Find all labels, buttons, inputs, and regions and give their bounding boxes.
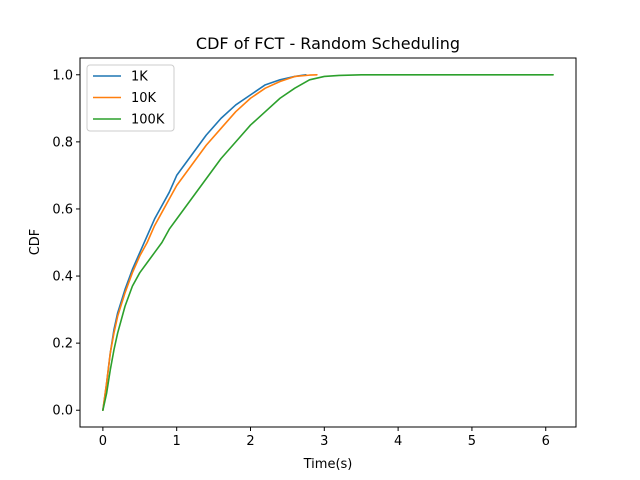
y-axis-label: CDF	[28, 229, 43, 256]
y-tick-label-2: 0.4	[52, 270, 73, 285]
legend-items: 1K 10K 100K	[93, 70, 165, 128]
x-tick-label-4: 4	[394, 434, 402, 449]
x-tick-label-1: 1	[173, 434, 181, 449]
y-tick-label-5: 1.0	[52, 68, 73, 83]
chart-title: CDF of FCT - Random Scheduling	[196, 34, 460, 53]
series-line-10k	[102, 73, 318, 412]
y-tick-label-0: 0.0	[52, 404, 73, 419]
legend-label-1k: 1K	[131, 70, 148, 85]
x-tick-label-5: 5	[468, 434, 476, 449]
y-tick-label-3: 0.6	[52, 202, 73, 217]
legend-label-10k: 10K	[131, 91, 157, 106]
axes-frame	[79, 57, 577, 428]
series-line-100k	[102, 73, 554, 412]
legend: 1K 10K 100K	[86, 64, 175, 132]
series-layer	[102, 73, 554, 412]
x-axis: 0 1 2 3 4 5 6	[99, 427, 550, 449]
x-tick-label-3: 3	[320, 434, 328, 449]
y-tick-label-1: 0.2	[52, 337, 73, 352]
x-axis-label: Time(s)	[303, 457, 353, 472]
legend-label-100k: 100K	[131, 113, 165, 128]
legend-box	[86, 64, 175, 132]
x-tick-label-0: 0	[99, 434, 107, 449]
plot-area	[79, 57, 577, 428]
y-axis: 0.0 0.2 0.4 0.6 0.8 1.0	[52, 68, 80, 419]
x-tick-label-6: 6	[542, 434, 550, 449]
x-tick-label-2: 2	[246, 434, 254, 449]
y-tick-label-4: 0.8	[52, 135, 73, 150]
